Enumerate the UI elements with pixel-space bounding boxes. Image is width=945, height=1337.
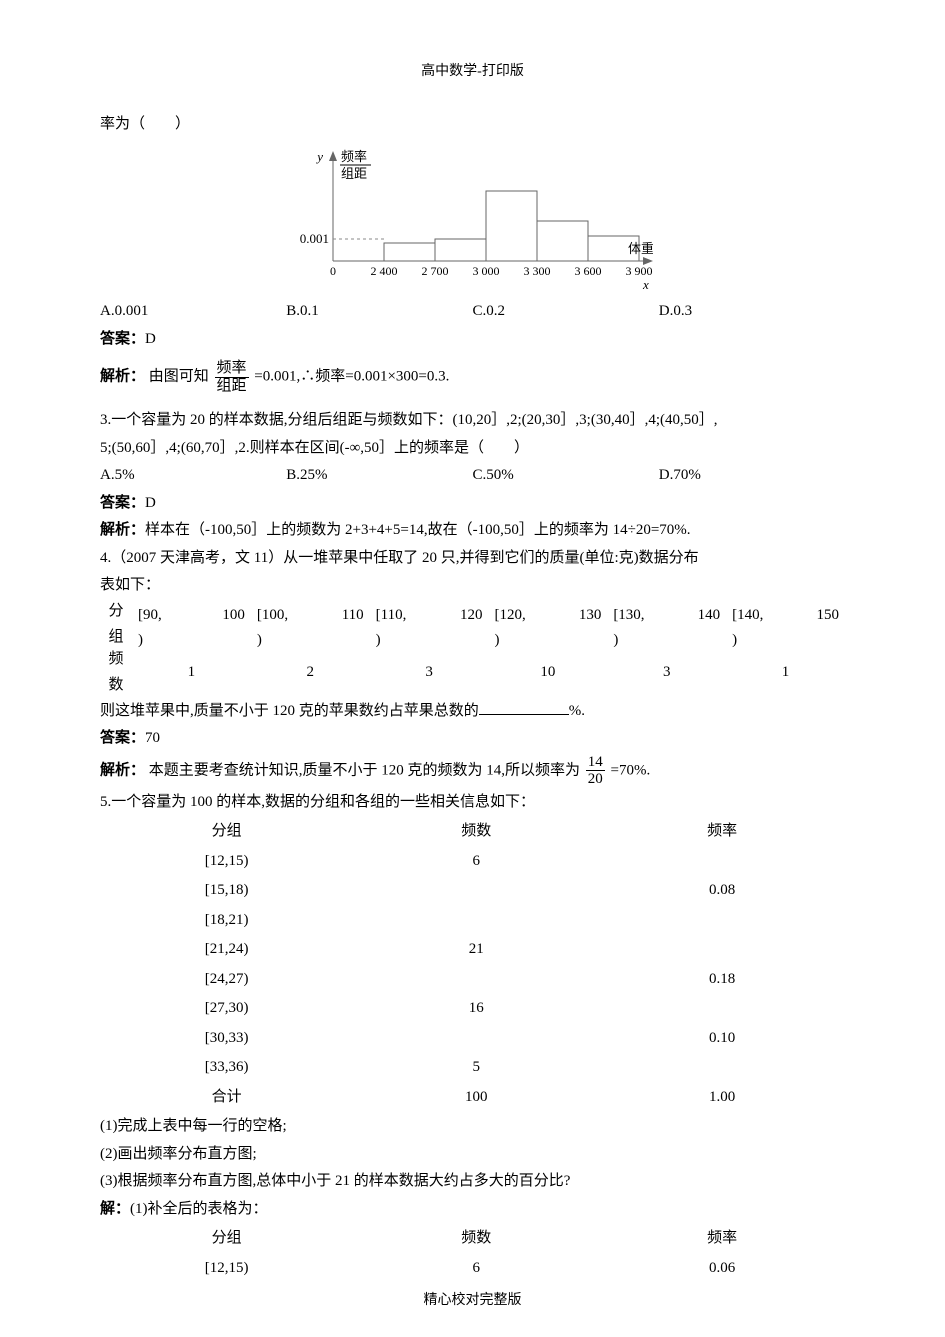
q4-expl-pre: 本题主要考查统计知识,质量不小于 120 克的频数为 14,所以频率为 [149,762,580,778]
q4-distribution-table: 分组 频数 [90,100)1[100,110)2[110,120)3[120,… [100,601,845,697]
q4-blank [479,699,569,715]
q5b-col3-header: 频率 [599,1224,845,1254]
q4-count: 1 [726,649,845,697]
q5-sub2: (2)画出频率分布直方图; [100,1142,845,1168]
q4-row1-label: 分组 [100,601,132,649]
hist-xvar: x [642,277,649,291]
q4-stem3b: %. [569,703,585,719]
q2-answer: D [145,331,156,347]
q3-options: A.5% B.25% C.50% D.70% [100,463,845,489]
table-row: [33,36)5 [100,1053,845,1083]
q5-frequency-table: 分组 频数 频率 [12,15)6[15,18)0.08[18,21)[21,2… [100,817,845,1112]
q2-frac-den: 组距 [215,378,249,395]
page-footer: 精心校对完整版 [0,1289,945,1313]
hist-xtick-3: 3 000 [472,264,499,278]
q4-expl-label: 解析： [100,762,145,778]
q5b-frequency-table: 分组 频数 频率 [12,15)60.06 [100,1224,845,1283]
q4-answer-label: 答案： [100,730,145,746]
q2-option-c: C.0.2 [473,299,659,325]
q4-stem-line2: 表如下： [100,573,845,599]
hist-ylabel-top: 频率 [341,149,367,164]
table-row: [24,27)0.18 [100,965,845,995]
q2-stem-tail: 率为（ ） [100,112,845,138]
q3-option-d: D.70% [659,463,845,489]
hist-ytick: 0.001 [299,231,328,246]
q4-interval: [140,150) [726,601,845,649]
q2-option-d: D.0.3 [659,299,845,325]
q4-interval: [130,140) [607,601,726,649]
page-header: 高中数学-打印版 [100,60,845,84]
q2-answer-label: 答案： [100,331,145,347]
q4-count: 2 [251,649,370,697]
q4-row2-label: 频数 [100,649,132,697]
table-row: 合计1001.00 [100,1083,845,1113]
q2-expl-pre: 由图可知 [149,369,209,385]
q3-option-b: B.25% [286,463,472,489]
hist-xtick-1: 2 400 [370,264,397,278]
q4-frac-den: 20 [586,771,605,788]
hist-ylabel-bot: 组距 [341,166,367,181]
q3-option-a: A.5% [100,463,286,489]
q5-col1-header: 分组 [100,817,353,847]
q4-expl-post: =70%. [611,762,651,778]
q5-sol-label: 解： [100,1201,130,1217]
hist-xtick-6: 3 900 [625,264,652,278]
q3-stem-line1: 3.一个容量为 20 的样本数据,分组后组距与频数如下：(10,20］,2;(2… [100,408,845,434]
table-row: [15,18)0.08 [100,876,845,906]
hist-xtick-4: 3 300 [523,264,550,278]
hist-xtick-0: 0 [330,264,336,278]
table-row: [30,33)0.10 [100,1024,845,1054]
q3-expl-label: 解析： [100,522,145,538]
q2-option-b: B.0.1 [286,299,472,325]
q4-stem3a: 则这堆苹果中,质量不小于 120 克的苹果数约占苹果总数的 [100,703,479,719]
q4-interval: [110,120) [370,601,489,649]
table-row: [18,21) [100,906,845,936]
q3-stem-line2: 5;(50,60］,4;(60,70］,2.则样本在区间(-∞,50］上的频率是… [100,436,845,462]
q5b-col1-header: 分组 [100,1224,353,1254]
hist-xtick-5: 3 600 [574,264,601,278]
table-row: [12,15)6 [100,847,845,877]
q3-expl: 样本在（-100,50］上的频数为 2+3+4+5=14,故在（-100,50］… [145,522,691,538]
q5-col3-header: 频率 [599,817,845,847]
q2-expl-label: 解析： [100,369,145,385]
q4-stem-line1: 4.（2007 天津高考，文 11）从一堆苹果中任取了 20 只,并得到它们的质… [100,546,845,572]
q4-interval: [100,110) [251,601,370,649]
q2-option-a: A.0.001 [100,299,286,325]
histogram-figure: y 频率 组距 0.001 0 2 400 2 700 3 000 [100,141,845,291]
q5-col2-header: 频数 [353,817,599,847]
q5b-col2-header: 频数 [353,1224,599,1254]
q4-interval: [90,100) [132,601,251,649]
q2-expl-post: =0.001,∴频率=0.001×300=0.3. [254,369,449,385]
q5-sol-text: (1)补全后的表格为： [130,1201,268,1217]
q4-count: 3 [370,649,489,697]
q3-answer-label: 答案： [100,495,145,511]
q3-option-c: C.50% [473,463,659,489]
table-row: [12,15)60.06 [100,1254,845,1284]
q2-frac-num: 频率 [215,360,249,378]
table-row: [21,24)21 [100,935,845,965]
hist-xlabel: 体重 [628,241,653,256]
q5-stem: 5.一个容量为 100 的样本,数据的分组和各组的一些相关信息如下： [100,790,845,816]
q2-options: A.0.001 B.0.1 C.0.2 D.0.3 [100,299,845,325]
q5-sub3: (3)根据频率分布直方图,总体中小于 21 的样本数据大约占多大的百分比? [100,1169,845,1195]
hist-xtick-2: 2 700 [421,264,448,278]
q4-frac-num: 14 [586,754,605,772]
table-row: [27,30)16 [100,994,845,1024]
hist-y-var: y [315,149,323,164]
q4-answer: 70 [145,730,160,746]
q4-interval: [120,130) [488,601,607,649]
q5-sub1: (1)完成上表中每一行的空格; [100,1114,845,1140]
q4-count: 1 [132,649,251,697]
q4-count: 10 [488,649,607,697]
q4-count: 3 [607,649,726,697]
q3-answer: D [145,495,156,511]
